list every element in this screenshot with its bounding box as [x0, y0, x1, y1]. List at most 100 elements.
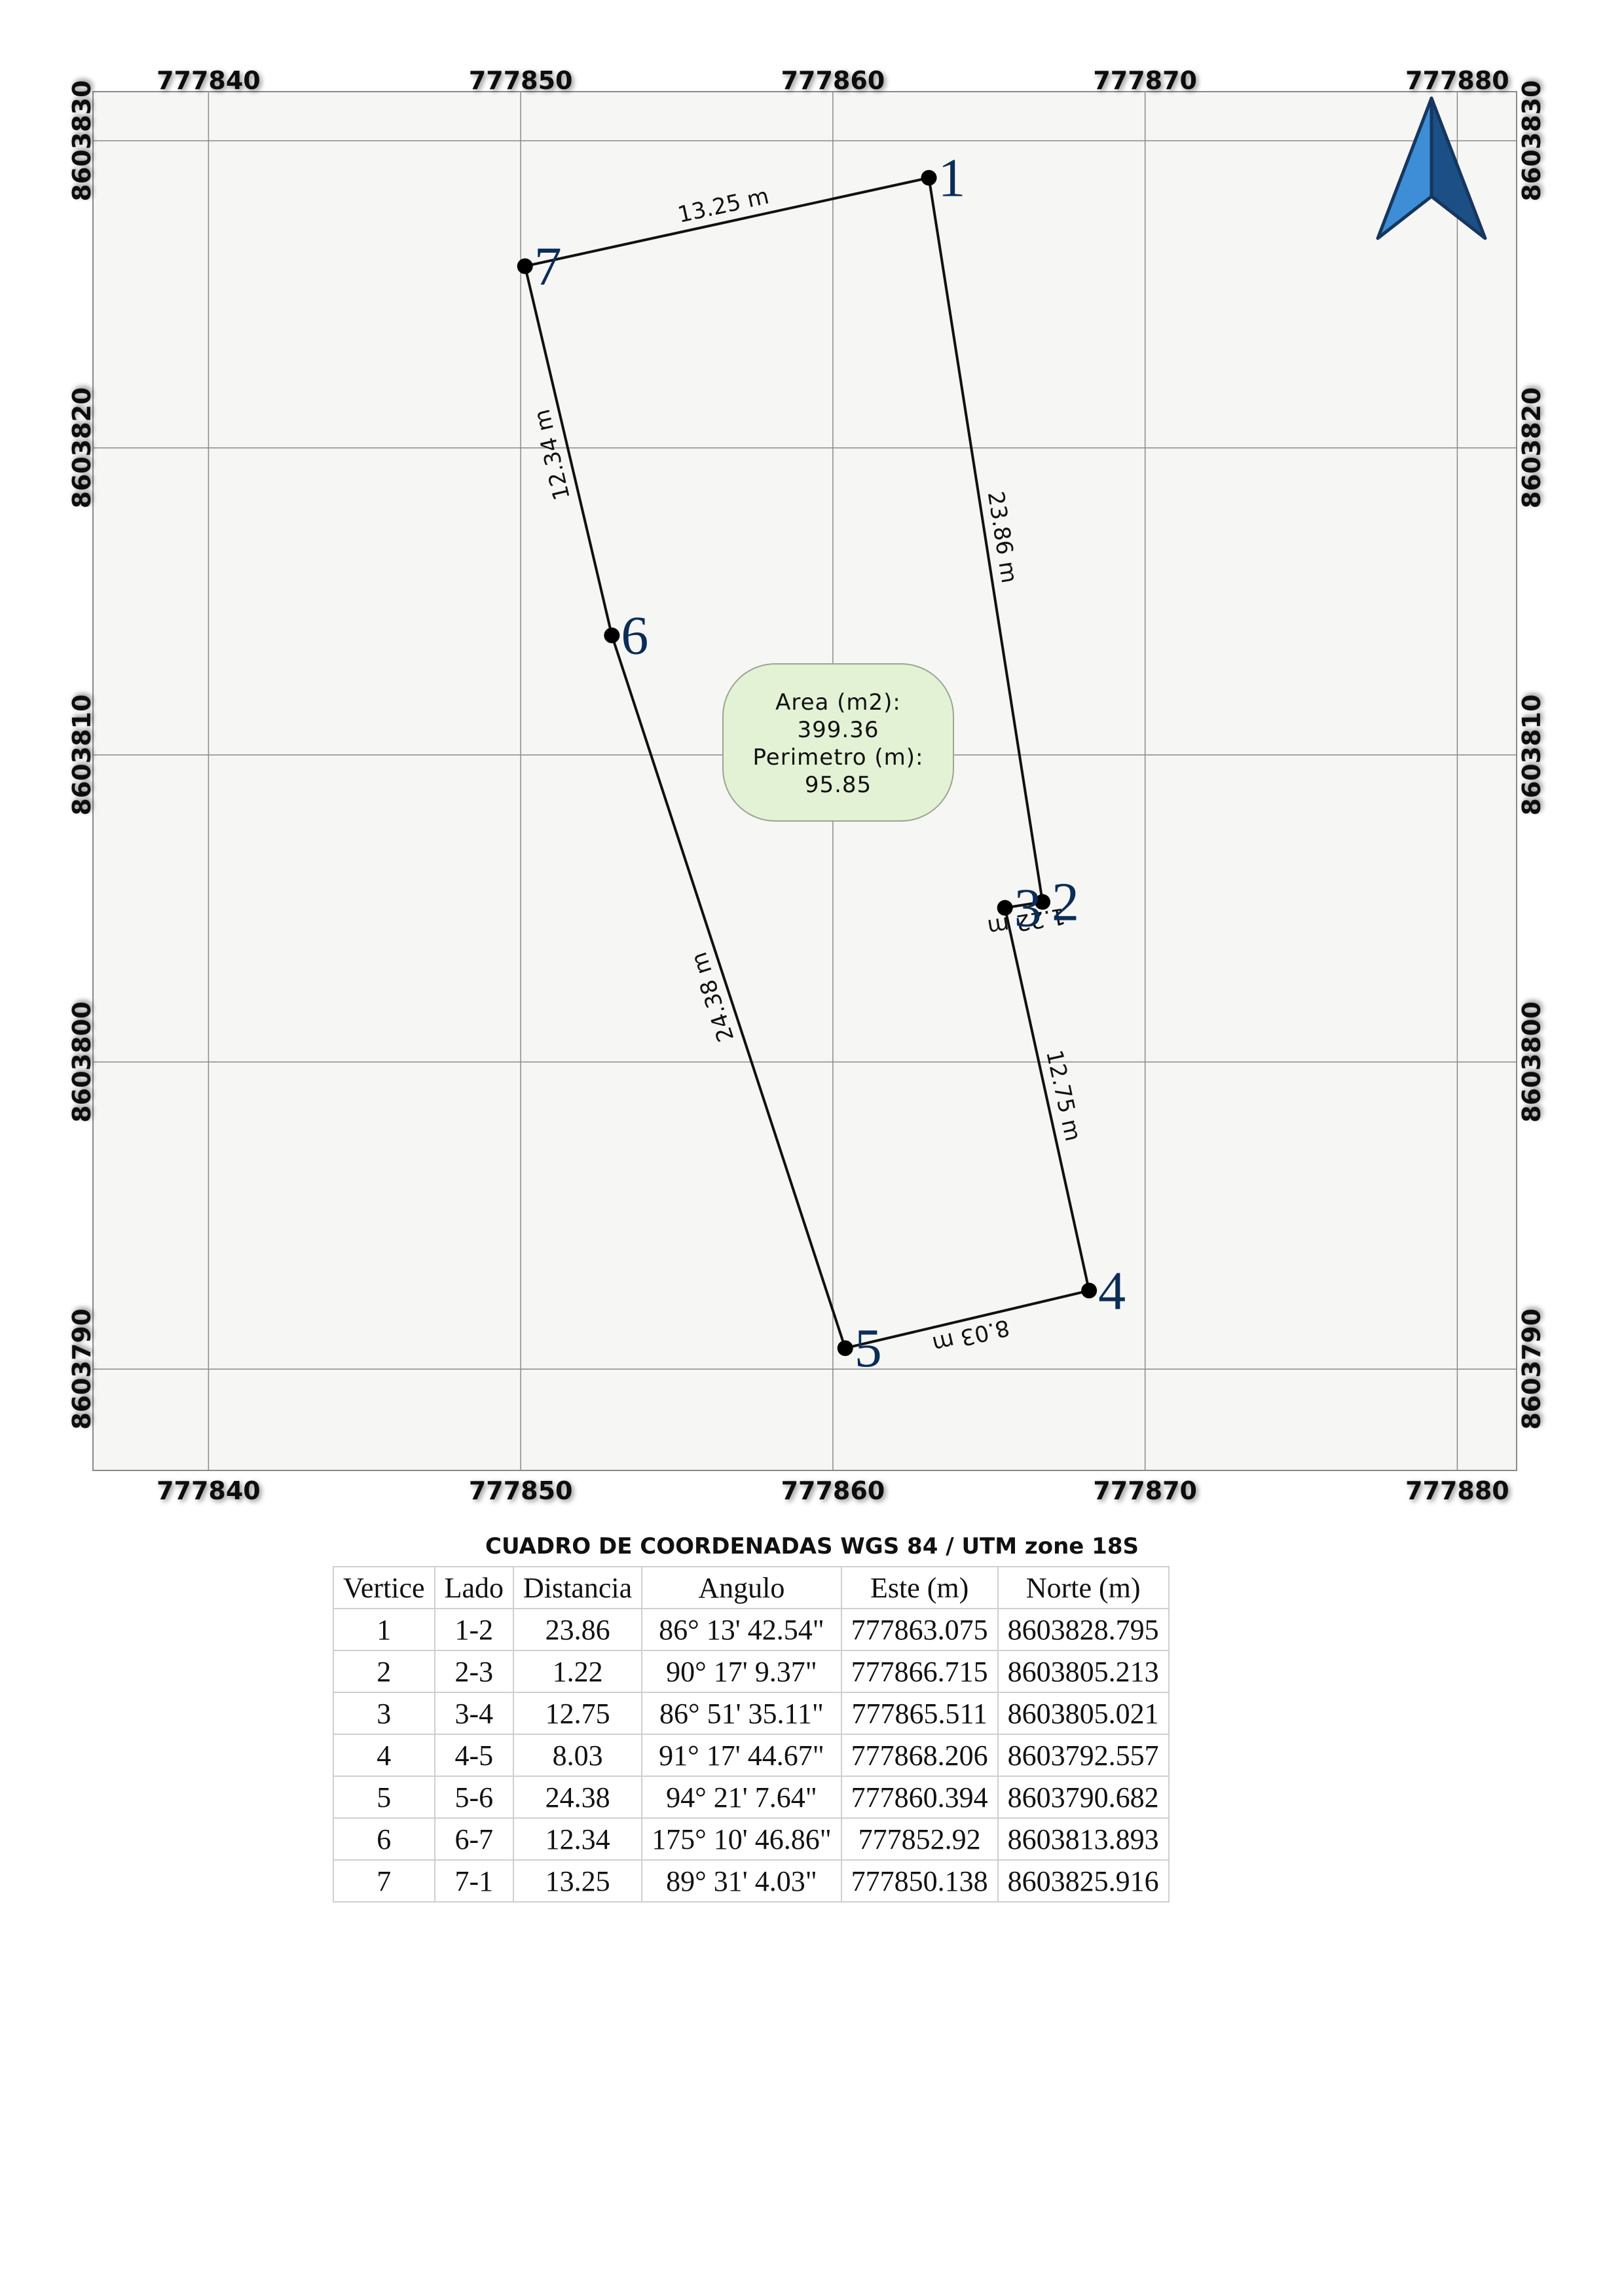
y-tick-label-right: 8603830 — [1517, 80, 1546, 201]
table-cell: 5-6 — [434, 1776, 515, 1819]
table-cell: 23.86 — [512, 1608, 643, 1651]
column-header: Distancia — [512, 1566, 643, 1609]
vertex-point — [604, 627, 620, 644]
vertex-point — [1035, 894, 1051, 910]
vertex-label: 1 — [938, 148, 966, 209]
column-header: Lado — [434, 1566, 515, 1609]
table-cell: 777863.075 — [840, 1608, 999, 1651]
table-cell: 777860.394 — [840, 1776, 999, 1819]
y-tick-label-right: 8603810 — [1517, 695, 1546, 816]
table-cell: 6-7 — [434, 1817, 515, 1861]
y-tick-label-left: 8603820 — [67, 388, 96, 509]
perimeter-label: Perimetro (m): — [753, 744, 924, 771]
parcel-polygon-layer — [517, 170, 1098, 1357]
vertex-point — [837, 1340, 853, 1357]
table-body: 1 1-2 23.86 86° 13' 42.54" 777863.075 8603828… — [333, 1608, 1170, 1903]
table-cell: 3 — [333, 1692, 435, 1735]
grid-lines — [93, 92, 1517, 1470]
label-layer: 777840 777840 777850 777850 777860 777860 7778… — [67, 66, 1546, 1505]
table-cell: 90° 17' 9.37" — [641, 1650, 842, 1693]
table-header-row: Vertice Lado Distancia Angulo Este (m) Norte … — [333, 1566, 1170, 1609]
table-cell: 5 — [333, 1776, 435, 1819]
table-cell: 12.34 — [512, 1817, 643, 1861]
table-cell: 8.03 — [512, 1734, 643, 1777]
x-tick-label-top: 777840 — [157, 66, 261, 95]
table-cell: 2-3 — [434, 1650, 515, 1693]
table-cell: 7 — [333, 1859, 435, 1903]
y-tick-label-left: 8603830 — [67, 80, 96, 201]
x-tick-label-top: 777850 — [469, 66, 573, 95]
area-box-background — [722, 663, 954, 822]
table-title: CUADRO DE COORDENADAS WGS 84 / UTM zone … — [485, 1533, 1139, 1559]
vertex-label: 6 — [621, 606, 648, 666]
perimeter-value: 95.85 — [805, 772, 872, 798]
table-row: 4 4-5 8.03 91° 17' 44.67" 777868.206 8603792.… — [333, 1734, 1170, 1777]
x-tick-label-bottom: 777880 — [1405, 1476, 1509, 1505]
table-cell: 3-4 — [434, 1692, 515, 1735]
table-cell: 4-5 — [434, 1734, 515, 1777]
area-value: 399.36 — [798, 717, 879, 743]
table-cell: 13.25 — [512, 1859, 643, 1903]
table-cell: 777852.92 — [840, 1817, 999, 1861]
vertex-label: 7 — [534, 236, 562, 297]
table-cell: 8603790.682 — [997, 1776, 1170, 1819]
x-tick-label-bottom: 777860 — [781, 1476, 885, 1505]
table-cell: 7-1 — [434, 1859, 515, 1903]
vertex-point — [517, 258, 533, 274]
column-header: Norte (m) — [997, 1566, 1170, 1609]
coordinates-table: Vertice Lado Distancia Angulo Este (m) Norte … — [333, 1566, 1170, 1903]
table-cell: 8603805.213 — [997, 1650, 1170, 1693]
table-cell: 1 — [333, 1608, 435, 1651]
vertex-label: 2 — [1052, 872, 1079, 933]
x-tick-label-bottom: 777870 — [1093, 1476, 1197, 1505]
table-cell: 86° 13' 42.54" — [641, 1608, 842, 1651]
column-header: Vertice — [333, 1566, 435, 1609]
table-row: 2 2-3 1.22 90° 17' 9.37" 777866.715 8603805.2… — [333, 1650, 1170, 1693]
table-cell: 175° 10' 46.86" — [641, 1817, 842, 1861]
table-cell: 12.75 — [512, 1692, 643, 1735]
table-row: 5 5-6 24.38 94° 21' 7.64" 777860.394 8603790.… — [333, 1776, 1170, 1819]
vertex-label: 4 — [1098, 1260, 1126, 1321]
column-header: Este (m) — [840, 1566, 999, 1609]
y-tick-label-right: 8603820 — [1517, 388, 1546, 509]
table-row: 3 3-4 12.75 86° 51' 35.11" 777865.511 8603805… — [333, 1692, 1170, 1735]
table-cell: 86° 51' 35.11" — [641, 1692, 842, 1735]
table-cell: 2 — [333, 1650, 435, 1693]
table-cell: 777850.138 — [840, 1859, 999, 1903]
north-arrow-icon — [1376, 96, 1487, 240]
vertex-point — [921, 170, 937, 186]
x-tick-label-bottom: 777850 — [469, 1476, 573, 1505]
table-row: 6 6-7 12.34 175° 10' 46.86" 777852.92 8603813… — [333, 1817, 1170, 1861]
table-cell: 777865.511 — [840, 1692, 999, 1735]
table-cell: 8603828.795 — [997, 1608, 1170, 1651]
table-cell: 1.22 — [512, 1650, 643, 1693]
vertex-label: 3 — [1014, 878, 1042, 939]
table-row: 1 1-2 23.86 86° 13' 42.54" 777863.075 8603828… — [333, 1608, 1170, 1651]
table-cell: 89° 31' 4.03" — [641, 1859, 842, 1903]
table-cell: 94° 21' 7.64" — [641, 1776, 842, 1819]
table-cell: 777868.206 — [840, 1734, 999, 1777]
table-cell: 777866.715 — [840, 1650, 999, 1693]
parcel-map: 777840 777840 777850 777850 777860 777860 7778… — [67, 66, 1546, 1505]
y-tick-label-left: 8603800 — [67, 1002, 96, 1123]
area-label: Area (m2): — [775, 689, 901, 716]
y-tick-label-left: 8603810 — [67, 695, 96, 816]
table-cell: 24.38 — [512, 1776, 643, 1819]
vertex-label: 5 — [855, 1318, 882, 1379]
table-cell: 8603825.916 — [997, 1859, 1170, 1903]
y-tick-label-right: 8603790 — [1517, 1309, 1546, 1430]
x-tick-label-bottom: 777840 — [157, 1476, 261, 1505]
x-tick-label-top: 777870 — [1093, 66, 1197, 95]
table-cell: 1-2 — [434, 1608, 515, 1651]
table-cell: 8603792.557 — [997, 1734, 1170, 1777]
table-cell: 4 — [333, 1734, 435, 1777]
y-tick-label-left: 8603790 — [67, 1309, 96, 1430]
table-cell: 8603805.021 — [997, 1692, 1170, 1735]
column-header: Angulo — [641, 1566, 842, 1609]
table-cell: 6 — [333, 1817, 435, 1861]
area-info-box: Area (m2): 399.36 Perimetro (m): 95.85 — [722, 663, 954, 822]
table-row: 7 7-1 13.25 89° 31' 4.03" 777850.138 8603825.… — [333, 1859, 1170, 1903]
x-tick-label-top: 777880 — [1405, 66, 1509, 95]
table-cell: 91° 17' 44.67" — [641, 1734, 842, 1777]
x-tick-label-top: 777860 — [781, 66, 885, 95]
